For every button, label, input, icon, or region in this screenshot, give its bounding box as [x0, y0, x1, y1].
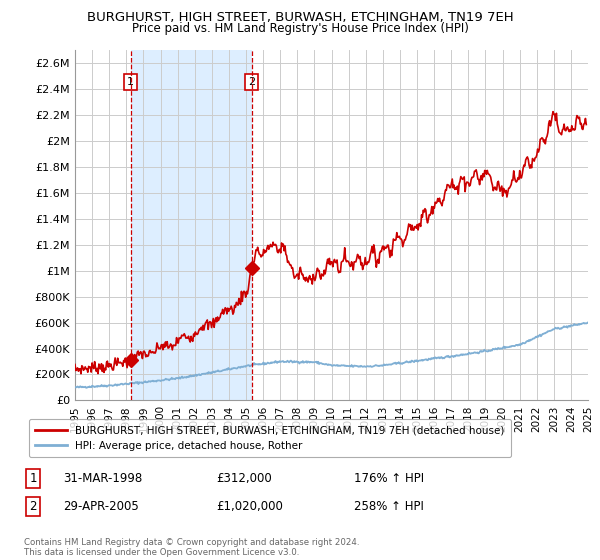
Text: Price paid vs. HM Land Registry's House Price Index (HPI): Price paid vs. HM Land Registry's House … — [131, 22, 469, 35]
Text: 29-APR-2005: 29-APR-2005 — [63, 500, 139, 514]
Text: 258% ↑ HPI: 258% ↑ HPI — [354, 500, 424, 514]
Text: Contains HM Land Registry data © Crown copyright and database right 2024.
This d: Contains HM Land Registry data © Crown c… — [24, 538, 359, 557]
Text: 1: 1 — [127, 77, 134, 87]
Text: 176% ↑ HPI: 176% ↑ HPI — [354, 472, 424, 486]
Text: 2: 2 — [248, 77, 255, 87]
Legend: BURGHURST, HIGH STREET, BURWASH, ETCHINGHAM, TN19 7EH (detached house), HPI: Ave: BURGHURST, HIGH STREET, BURWASH, ETCHING… — [29, 419, 511, 457]
Text: £312,000: £312,000 — [216, 472, 272, 486]
Text: BURGHURST, HIGH STREET, BURWASH, ETCHINGHAM, TN19 7EH: BURGHURST, HIGH STREET, BURWASH, ETCHING… — [86, 11, 514, 24]
Bar — [131, 50, 251, 400]
Text: 1: 1 — [29, 472, 37, 486]
Text: 31-MAR-1998: 31-MAR-1998 — [63, 472, 142, 486]
Text: £1,020,000: £1,020,000 — [216, 500, 283, 514]
Text: 2: 2 — [29, 500, 37, 514]
